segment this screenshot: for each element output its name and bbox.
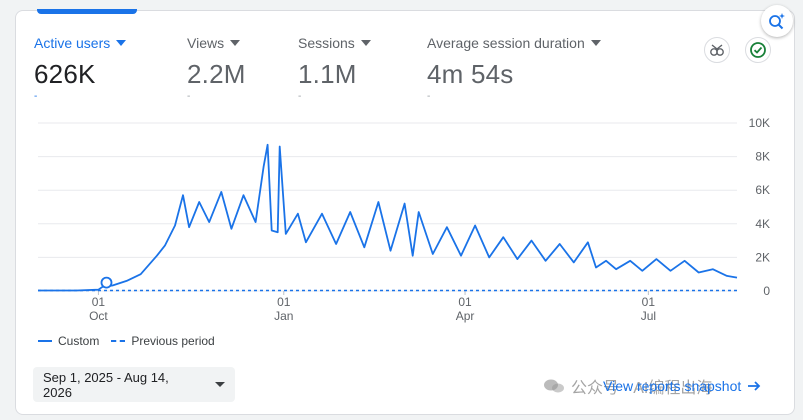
caret-down-icon: [360, 40, 371, 46]
metric-value: 626K: [34, 59, 96, 89]
dashed-line-icon: [111, 340, 126, 342]
caret-down-icon: [215, 382, 225, 387]
arrow-right-icon: [748, 381, 761, 391]
compare-button[interactable]: [704, 37, 730, 63]
compare-icon: [710, 44, 724, 56]
view-link-label: View reports snapshot: [603, 378, 742, 394]
date-range-label: Sep 1, 2025 - Aug 14, 2026: [43, 369, 169, 400]
metric-value: 4m 54s: [427, 59, 514, 89]
legend-item-previous: Previous period: [111, 334, 215, 348]
caret-down-icon: [116, 40, 127, 46]
watermark: 公众号 · AI编程出海: [543, 374, 712, 398]
metric-avg-session-duration[interactable]: Average session duration 4m 54s -: [427, 35, 601, 102]
status-button[interactable]: [745, 37, 771, 63]
metric-label: Active users: [34, 35, 111, 51]
top-tab-indicator: [37, 9, 137, 14]
caret-down-icon: [590, 40, 601, 46]
date-range-picker[interactable]: Sep 1, 2025 - Aug 14, 2026: [33, 367, 235, 402]
view-reports-snapshot-link[interactable]: View reports snapshot: [603, 378, 761, 394]
legend-label: Custom: [58, 334, 100, 348]
metric-change: -: [187, 91, 191, 102]
metric-change: -: [34, 91, 38, 102]
metric-label: Sessions: [298, 35, 355, 51]
metric-label: Views: [187, 35, 225, 51]
legend-label: Previous period: [131, 334, 215, 348]
metric-change: -: [298, 91, 302, 102]
metric-sessions[interactable]: Sessions 1.1M -: [298, 35, 371, 102]
insights-button[interactable]: [761, 5, 793, 37]
legend-item-custom: Custom: [38, 334, 99, 348]
watermark-text: 公众号 · AI编程出海: [571, 380, 713, 397]
chart-legend: Custom Previous period: [38, 334, 215, 348]
overview-card: Active users 626K - Views 2.2M - Session…: [15, 5, 795, 415]
metric-change: -: [427, 91, 431, 102]
solid-line-icon: [38, 340, 52, 342]
metric-label: Average session duration: [427, 35, 585, 51]
metric-value: 1.1M: [298, 59, 357, 89]
metric-active-users[interactable]: Active users 626K -: [34, 35, 127, 102]
check-circle-icon: [750, 42, 766, 58]
sparkle-search-icon: [769, 13, 785, 30]
wechat-logo-icon: [544, 379, 564, 393]
caret-down-icon: [230, 40, 241, 46]
metric-views[interactable]: Views 2.2M -: [187, 35, 246, 102]
metric-value: 2.2M: [187, 59, 246, 89]
